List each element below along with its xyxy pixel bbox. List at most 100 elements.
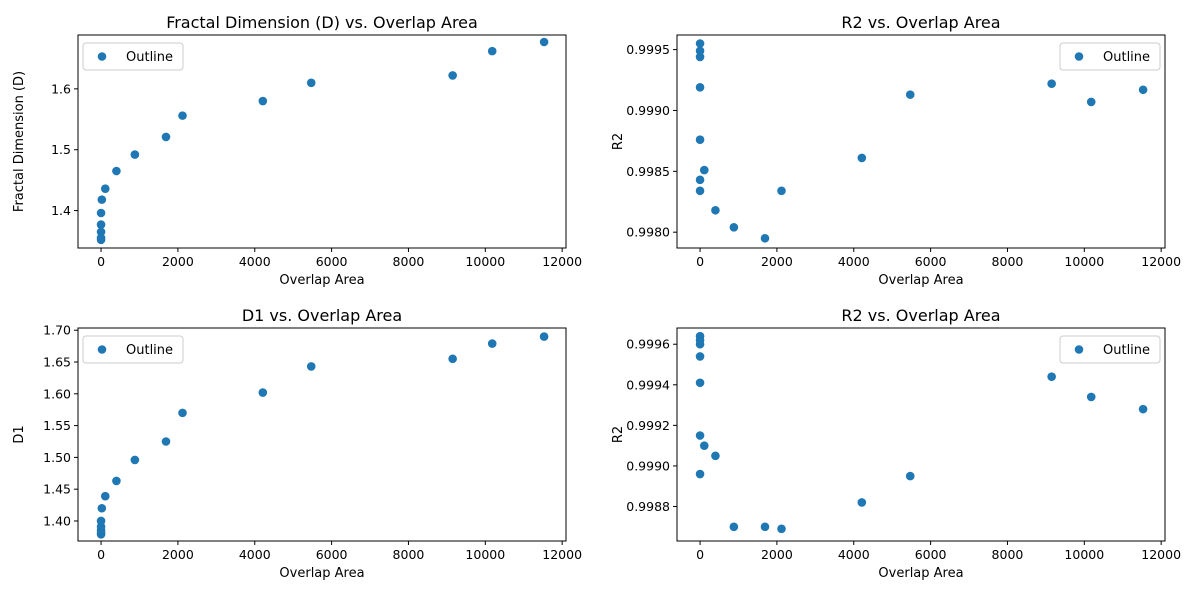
legend: Outline: [82, 335, 184, 364]
legend: Outline: [82, 42, 184, 71]
data-point: [96, 227, 106, 237]
x-tick-label: 6000: [316, 254, 348, 269]
data-point: [695, 175, 705, 185]
plot-frame: [77, 34, 567, 249]
data-point: [1138, 404, 1148, 414]
legend-label: Outline: [126, 343, 173, 358]
x-tick-label: 6000: [915, 547, 947, 562]
data-point: [96, 516, 106, 526]
data-point: [178, 111, 187, 120]
data-point: [306, 362, 316, 371]
x-tick-label: 8000: [992, 547, 1024, 562]
data-point: [100, 184, 110, 193]
data-point: [729, 223, 739, 232]
data-point: [448, 354, 457, 364]
plot-frame: [676, 327, 1166, 542]
y-tick-label: 0.9992: [626, 418, 670, 433]
legend-marker: [97, 52, 107, 61]
data-point: [130, 455, 140, 465]
chart-panel-4: R2 vs. Overlap Area 0 2000 4000 6000 8000 1000…: [611, 306, 1181, 581]
legend-label: Outline: [126, 50, 173, 65]
data-point: [487, 46, 497, 56]
data-point: [695, 431, 705, 440]
x-tick-label: 2000: [162, 547, 194, 562]
y-tick-label: 0.9985: [626, 164, 670, 179]
y-axis-label: Fractal Dimension (D): [12, 71, 27, 212]
data-point: [695, 186, 705, 196]
y-tick-label: 0.9994: [626, 377, 670, 392]
y-tick-label: 0.9990: [626, 458, 670, 473]
data-point: [777, 524, 786, 534]
data-point: [777, 186, 786, 196]
data-point: [905, 471, 915, 481]
x-tick-label: 4000: [239, 547, 271, 562]
data-point: [1086, 97, 1096, 107]
data-point: [306, 78, 316, 88]
x-tick-label: 0: [696, 547, 704, 562]
y-tick-label: 0.9996: [626, 337, 670, 352]
x-axis-label: Overlap Area: [878, 273, 963, 288]
data-point: [539, 37, 549, 47]
chart-title: R2 vs. Overlap Area: [841, 13, 1000, 32]
data-point: [130, 150, 140, 159]
data-point: [96, 233, 106, 243]
data-point: [729, 522, 739, 532]
data-point: [695, 135, 705, 144]
data-point: [857, 153, 867, 163]
data-point: [112, 476, 121, 486]
data-point: [760, 522, 770, 532]
data-point: [258, 388, 268, 397]
y-tick-label: 0.9980: [626, 225, 670, 240]
x-tick-label: 12000: [542, 547, 582, 562]
y-tick-label: 1.40: [43, 513, 71, 528]
data-point: [539, 332, 549, 341]
data-point: [695, 83, 705, 92]
data-point: [161, 437, 171, 446]
x-tick-label: 6000: [316, 547, 348, 562]
y-tick-label: 1.70: [43, 323, 71, 338]
data-point: [695, 352, 705, 361]
data-point: [96, 220, 106, 229]
legend: Outline: [1059, 42, 1161, 71]
x-tick-label: 2000: [162, 254, 194, 269]
x-tick-label: 4000: [239, 254, 271, 269]
legend-box: [1059, 42, 1161, 71]
data-point: [711, 205, 720, 215]
x-tick-label: 12000: [1141, 547, 1181, 562]
data-point: [695, 378, 705, 388]
y-tick-label: 1.65: [43, 355, 71, 370]
y-tick-label: 0.9990: [626, 103, 670, 118]
legend-box: [82, 42, 184, 71]
x-tick-label: 8000: [393, 254, 425, 269]
x-tick-label: 12000: [1141, 254, 1181, 269]
x-tick-label: 6000: [915, 254, 947, 269]
data-point: [695, 39, 705, 48]
data-point: [96, 208, 106, 218]
data-point: [857, 498, 867, 507]
x-tick-label: 0: [97, 254, 105, 269]
data-point: [711, 451, 720, 461]
data-point: [1138, 85, 1148, 95]
plot-frame: [676, 34, 1166, 249]
data-point: [97, 195, 107, 204]
x-tick-label: 8000: [992, 254, 1024, 269]
data-point: [695, 52, 705, 62]
data-point: [1047, 79, 1056, 88]
x-axis-label: Overlap Area: [279, 273, 364, 288]
data-point: [1047, 372, 1056, 381]
chart-panel-2: R2 vs. Overlap Area 0 2000 4000 6000 8000 1000…: [611, 13, 1181, 288]
x-tick-label: 2000: [761, 547, 793, 562]
x-tick-label: 4000: [838, 254, 870, 269]
legend-marker: [97, 345, 107, 354]
y-tick-label: 1.4: [51, 203, 71, 218]
y-tick-label: 1.45: [43, 482, 71, 497]
data-point: [178, 408, 187, 418]
chart-panel-1: Fractal Dimension (D) vs. Overlap Area 0 2…: [12, 13, 582, 288]
data-point: [695, 46, 705, 56]
data-point: [1086, 392, 1096, 402]
x-tick-label: 8000: [393, 547, 425, 562]
y-tick-label: 0.9995: [626, 42, 670, 57]
x-axis-label: Overlap Area: [878, 566, 963, 581]
data-point: [905, 90, 915, 99]
y-tick-label: 0.9988: [626, 499, 670, 514]
